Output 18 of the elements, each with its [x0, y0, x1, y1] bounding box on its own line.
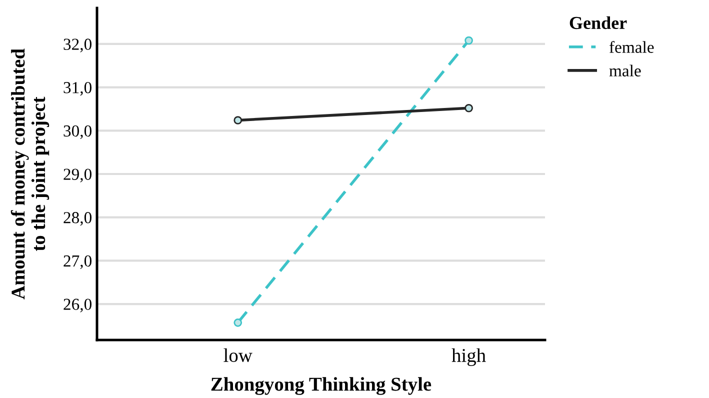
y-tick-label: 29,0	[64, 168, 92, 182]
legend-label: male	[609, 64, 641, 76]
y-tick-label: 28,0	[64, 212, 92, 226]
y-tick-label: 30,0	[64, 125, 92, 140]
legend-label: female	[609, 41, 654, 53]
y-tick-label: 26,0	[64, 298, 92, 312]
y-tick-label: 27,0	[64, 255, 92, 270]
x-axis-title: Zhongyong Thinking Style	[211, 377, 432, 395]
point	[464, 36, 473, 45]
y-tick-label: 31,0	[64, 82, 92, 96]
point	[464, 104, 473, 112]
x-tick-label: low	[224, 348, 252, 362]
y-tick-label: 32,0	[64, 38, 92, 52]
legend-title: Gender	[570, 16, 627, 30]
x-tick-label: high	[452, 348, 486, 366]
y-axis-title: Amount of money contributed to the joint project	[10, 48, 50, 300]
point	[234, 318, 242, 327]
point	[234, 116, 242, 124]
